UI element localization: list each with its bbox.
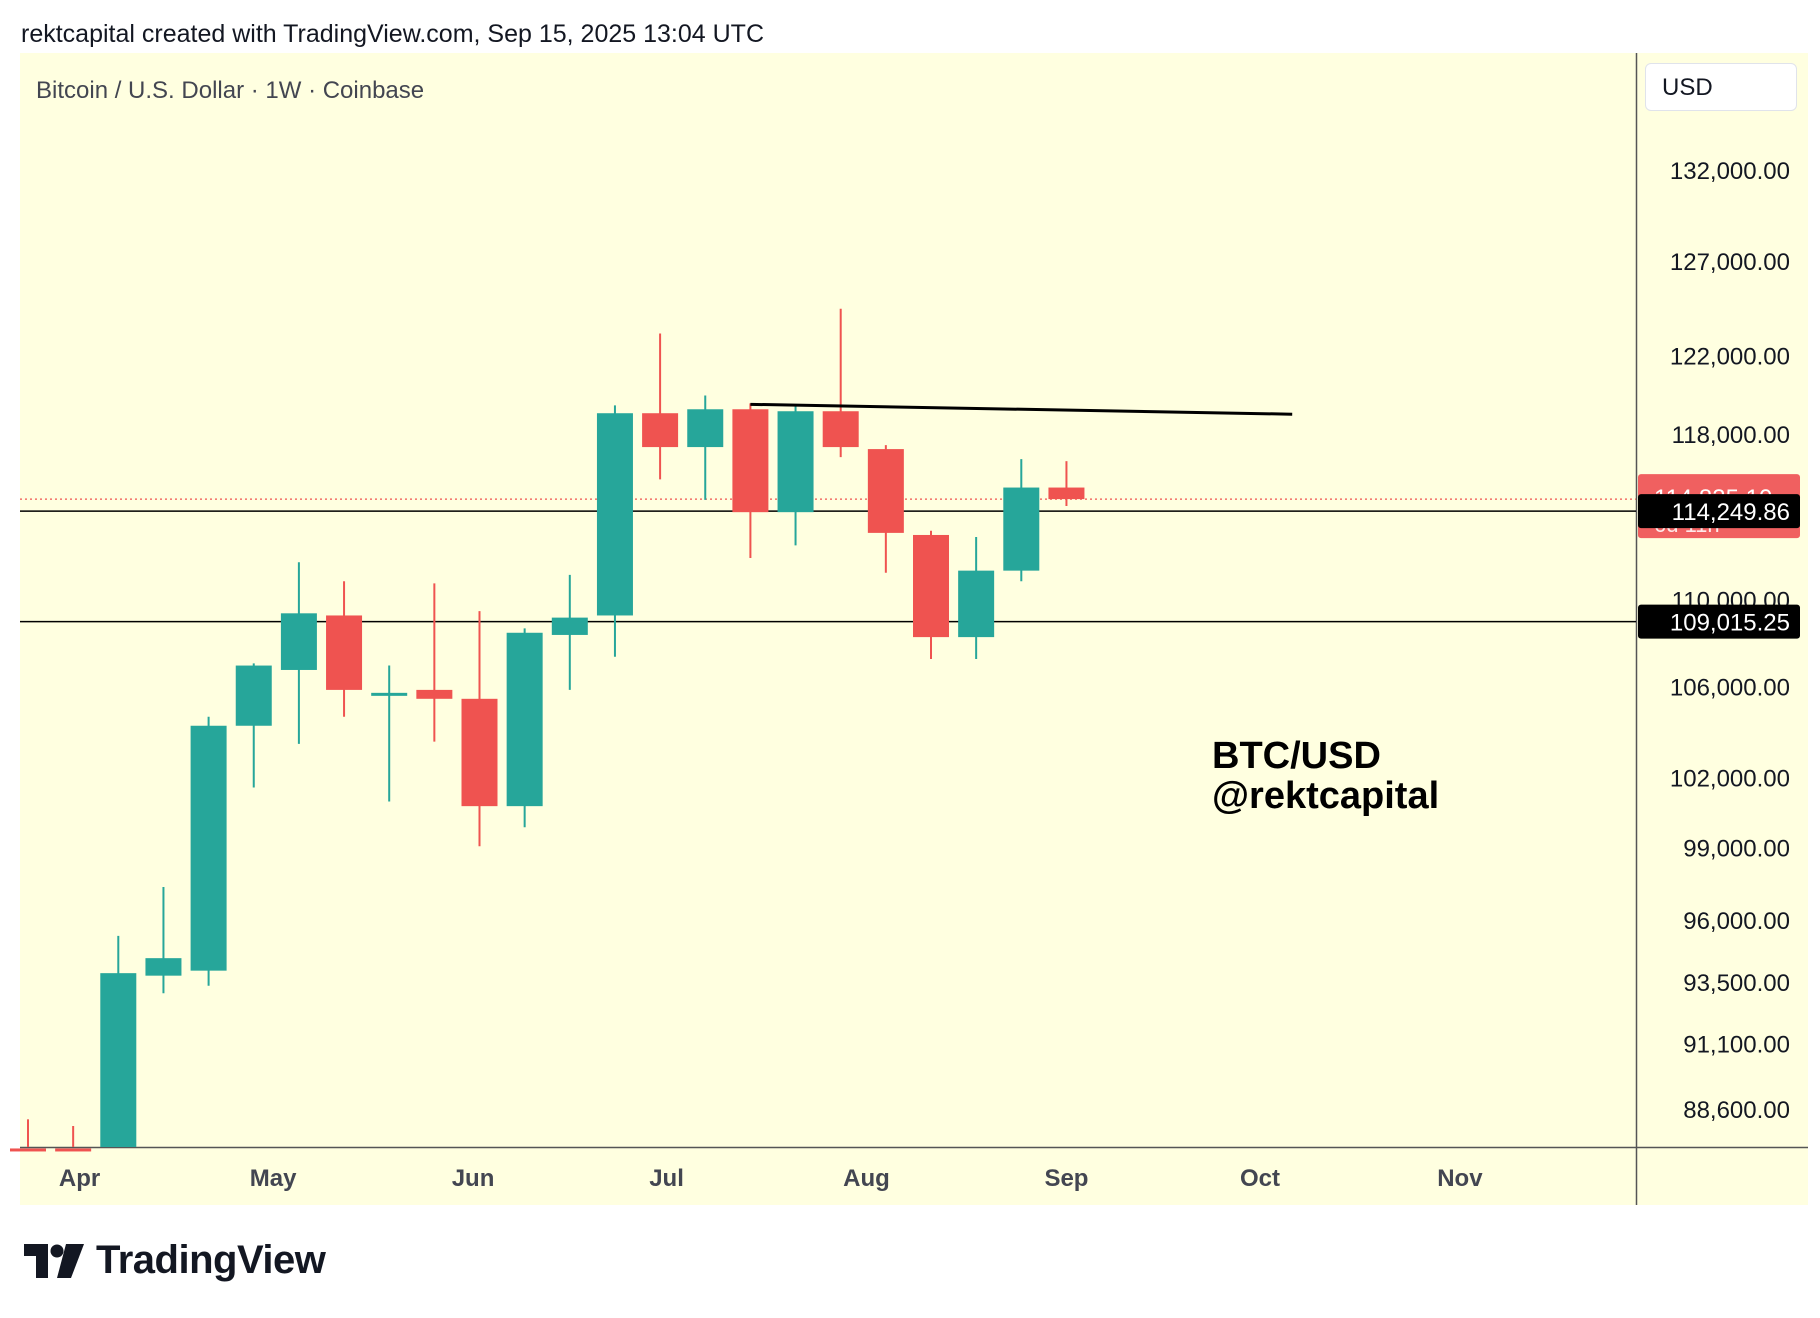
level-price-value: 114,249.86 xyxy=(1672,499,1790,526)
tradingview-wordmark: TradingView xyxy=(96,1238,326,1282)
price-tick-label: 118,000.00 xyxy=(1672,422,1790,449)
trendline-group xyxy=(750,402,1293,416)
candle-body xyxy=(55,1148,92,1152)
candle-17[interactable] xyxy=(732,403,769,558)
candle-16[interactable] xyxy=(687,395,724,500)
level-price-box xyxy=(1638,604,1800,639)
time-axis-label: Nov xyxy=(1437,1165,1483,1192)
candle-7[interactable] xyxy=(280,562,317,744)
price-tick-label: 122,000.00 xyxy=(1670,344,1790,371)
time-axis-label: Sep xyxy=(1044,1165,1088,1192)
candle-body xyxy=(10,1148,46,1152)
time-axis-labels: Apr May Jun Jul Aug Sep Oct Nov xyxy=(59,1165,1483,1192)
candle-body xyxy=(1048,487,1085,500)
candle-body xyxy=(190,725,227,971)
candle-body xyxy=(642,413,679,448)
candle-body xyxy=(235,665,272,726)
candle-11[interactable] xyxy=(461,611,498,847)
tradingview-footer: TradingView xyxy=(24,1238,326,1283)
candle-6[interactable] xyxy=(235,663,272,788)
candle-body xyxy=(100,973,137,1147)
candle-12[interactable] xyxy=(506,628,543,828)
candle-3[interactable] xyxy=(100,935,137,1147)
candle-18[interactable] xyxy=(777,405,814,546)
candle-9[interactable] xyxy=(371,665,408,802)
chart-header-text: rektcapital created with TradingView.com… xyxy=(21,20,765,48)
candle-20[interactable] xyxy=(867,445,904,573)
level-price-label-1: 114,249.86 xyxy=(1638,494,1800,529)
candle-body xyxy=(551,617,588,635)
candle-8[interactable] xyxy=(326,581,363,717)
symbol-info: Bitcoin / U.S. Dollar · 1W · Coinbase xyxy=(36,77,424,104)
price-tick-label: 132,000.00 xyxy=(1670,158,1790,185)
candle-body xyxy=(506,632,543,807)
resistance-trendline[interactable] xyxy=(750,402,1293,416)
time-axis-label: May xyxy=(250,1165,297,1192)
candle-4[interactable] xyxy=(145,886,182,994)
level-price-label-2: 109,015.25 xyxy=(1638,604,1800,639)
candle-body xyxy=(777,411,814,513)
candle-23[interactable] xyxy=(1003,459,1040,582)
tradingview-logo-icon xyxy=(24,1243,84,1278)
candle-body xyxy=(416,689,453,699)
candle-22[interactable] xyxy=(958,537,995,659)
price-tick-label: 96,000.00 xyxy=(1683,908,1790,935)
level-price-value: 109,015.25 xyxy=(1670,610,1790,637)
time-axis-label: Jul xyxy=(649,1165,684,1192)
candle-10[interactable] xyxy=(416,583,453,742)
time-axis-label: Jun xyxy=(452,1165,495,1192)
candle-1[interactable] xyxy=(10,1119,46,1152)
time-axis-label: Aug xyxy=(843,1165,890,1192)
candle-13[interactable] xyxy=(551,574,588,690)
candle-body xyxy=(596,413,633,616)
price-tick-label: 88,600.00 xyxy=(1683,1097,1790,1124)
candle-body xyxy=(732,409,769,513)
candle-body xyxy=(867,449,904,533)
candle-body xyxy=(822,411,859,448)
time-axis-label: Oct xyxy=(1240,1165,1280,1192)
level-price-box xyxy=(1638,494,1800,529)
annotation-line-2: @rektcapital xyxy=(1212,775,1439,817)
candle-5[interactable] xyxy=(190,716,227,986)
price-axis-ticks: 132,000.00 127,000.00 122,000.00 118,000.00… xyxy=(1670,158,1790,1124)
price-tick-label: 91,100.00 xyxy=(1683,1031,1790,1058)
time-axis-label: Apr xyxy=(59,1165,100,1192)
price-tick-label: 93,500.00 xyxy=(1683,970,1790,997)
candle-body xyxy=(958,570,995,638)
candle-body xyxy=(326,615,363,690)
candle-body xyxy=(145,958,182,976)
candle-15[interactable] xyxy=(642,333,679,480)
candle-24[interactable] xyxy=(1048,461,1085,506)
candle-14[interactable] xyxy=(596,405,633,657)
annotation-line-1: BTC/USD xyxy=(1212,735,1381,777)
candle-2[interactable] xyxy=(55,1126,92,1152)
price-tick-label: 127,000.00 xyxy=(1670,249,1790,276)
candle-body xyxy=(1003,487,1040,571)
candle-body xyxy=(371,692,408,696)
candle-body xyxy=(913,534,949,638)
price-tick-label: 106,000.00 xyxy=(1670,675,1790,702)
currency-button[interactable]: USD xyxy=(1645,63,1797,111)
price-tick-label: 99,000.00 xyxy=(1683,836,1790,863)
candles-group xyxy=(10,308,1085,1152)
candle-body xyxy=(461,698,498,807)
candle-body xyxy=(280,613,317,670)
candle-21[interactable] xyxy=(913,530,949,659)
price-tick-label: 102,000.00 xyxy=(1670,765,1790,792)
candle-body xyxy=(687,409,724,448)
candle-19[interactable] xyxy=(822,308,859,458)
